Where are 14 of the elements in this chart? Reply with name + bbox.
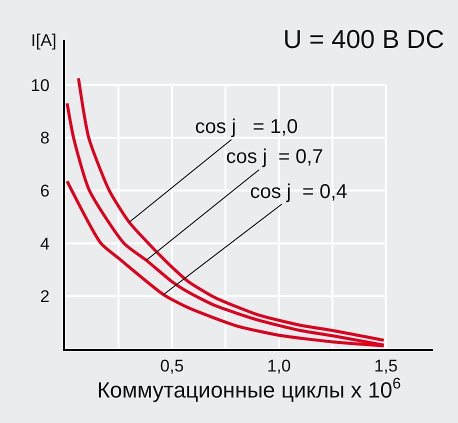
y-tick-label: 6 (40, 181, 50, 200)
x-tick-label: 1,5 (374, 356, 398, 376)
y-tick-label: 2 (40, 287, 50, 306)
y-axis-title: I[A] (31, 31, 57, 50)
annotation: cos j = 0,7 (226, 146, 324, 168)
chart-title: U = 400 B DC (283, 24, 444, 54)
y-tick-label: 4 (40, 234, 50, 254)
x-axis-title: Коммутационные циклы x 10$^{6}$ (97, 375, 401, 403)
x-tick-label: 1,0 (267, 356, 291, 376)
y-tick-label: 10 (30, 76, 50, 95)
y-tick-label: 8 (40, 128, 50, 148)
annotation: cos j = 0,4 (250, 181, 348, 203)
x-tick-label: 0,5 (160, 356, 184, 376)
annotation: cos j = 1,0 (195, 116, 298, 138)
